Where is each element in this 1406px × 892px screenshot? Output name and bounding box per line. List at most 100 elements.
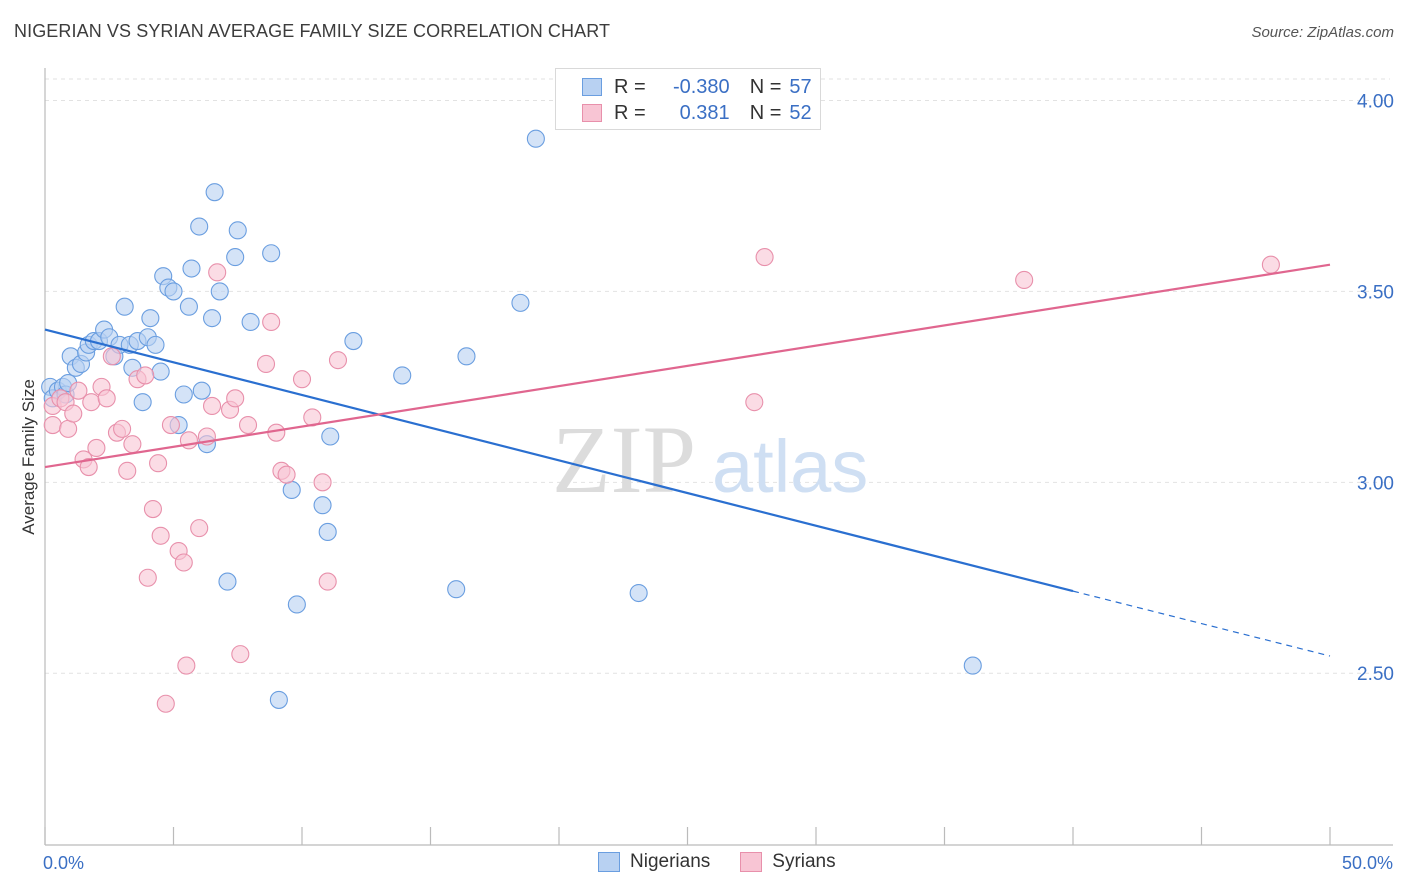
point-nigerians — [182, 259, 201, 278]
x-tick-label-left: 0.0% — [43, 853, 84, 873]
point-nigerians — [393, 366, 412, 385]
watermark-zip: ZIP — [552, 406, 696, 513]
y-tick-label: 3.00 — [1357, 473, 1394, 494]
grid-lines — [45, 78, 1390, 674]
point-nigerians — [192, 381, 211, 400]
point-nigerians — [282, 480, 301, 500]
point-syrians — [262, 312, 281, 332]
point-syrians — [203, 396, 222, 416]
point-nigerians — [629, 583, 648, 603]
point-nigerians — [526, 129, 545, 148]
point-syrians — [755, 248, 774, 267]
point-nigerians — [133, 393, 152, 412]
point-syrians — [87, 438, 106, 458]
point-syrians — [43, 415, 62, 435]
point-syrians — [267, 423, 286, 442]
series-label-syrians: Syrians — [772, 851, 836, 872]
legend-n-label: N = — [749, 75, 782, 98]
chart-title: NIGERIAN VS SYRIAN AVERAGE FAMILY SIZE C… — [14, 21, 611, 41]
axes — [44, 68, 1393, 846]
point-syrians — [238, 415, 258, 435]
point-syrians — [318, 572, 337, 591]
legend-r-label: R = — [614, 101, 646, 124]
point-syrians — [82, 393, 101, 412]
point-nigerians — [344, 332, 363, 351]
series-label-nigerians: Nigerians — [630, 851, 711, 872]
legend-r-label: R = — [614, 75, 646, 98]
data-points — [41, 129, 1280, 713]
point-nigerians — [226, 248, 245, 267]
point-syrians — [1261, 255, 1280, 274]
series-legend-nigerians[interactable]: Nigerians — [598, 851, 710, 873]
point-syrians — [69, 381, 88, 400]
point-syrians — [149, 454, 168, 473]
point-syrians — [328, 351, 348, 370]
point-nigerians — [269, 690, 288, 709]
series-swatch-syrians — [740, 852, 763, 872]
watermark-atlas: atlas — [712, 425, 868, 508]
point-syrians — [143, 499, 162, 519]
point-nigerians — [151, 362, 170, 381]
point-syrians — [208, 263, 227, 282]
x-tick-label-right: 50.0% — [1342, 853, 1393, 873]
legend-row-nigerians: R = -0.380 N = 57 — [582, 75, 812, 99]
y-tick-label: 4.00 — [1357, 92, 1394, 113]
legend-swatch-syrians — [582, 104, 602, 122]
legend-r-value-nigerians: -0.380 — [672, 75, 730, 98]
point-nigerians — [228, 221, 247, 240]
point-nigerians — [174, 385, 193, 404]
point-syrians — [79, 457, 98, 477]
point-nigerians — [210, 282, 229, 301]
point-nigerians — [203, 309, 222, 328]
point-syrians — [256, 354, 276, 374]
point-nigerians — [218, 572, 237, 591]
source-label: Source: ZipAtlas.com — [1251, 24, 1394, 41]
point-nigerians — [205, 183, 224, 202]
point-nigerians — [447, 580, 466, 599]
point-syrians — [277, 465, 296, 484]
point-nigerians — [164, 282, 183, 301]
legend-r-value-syrians: 0.381 — [679, 101, 730, 124]
legend-row-syrians: R = 0.381 N = 52 — [582, 101, 812, 125]
point-nigerians — [457, 347, 476, 366]
point-nigerians — [241, 312, 260, 332]
series-swatch-nigerians — [598, 852, 620, 872]
y-tick-label: 3.50 — [1357, 282, 1394, 303]
point-nigerians — [141, 309, 160, 328]
point-nigerians — [313, 496, 332, 515]
point-syrians — [161, 415, 180, 435]
point-syrians — [177, 656, 196, 675]
legend-n-value-nigerians: 57 — [789, 75, 812, 98]
point-syrians — [59, 419, 78, 438]
y-tick-label: 2.50 — [1357, 664, 1394, 685]
axis-labels: 4.00 3.50 3.00 2.50 0.0% 50.0% Average Family … — [19, 92, 1394, 873]
trend-lines — [44, 263, 1331, 657]
point-syrians — [292, 370, 312, 389]
point-syrians — [313, 473, 332, 492]
point-syrians — [151, 526, 170, 545]
trend-line-nigerians — [44, 328, 1074, 593]
point-syrians — [64, 404, 83, 423]
series-nigerians — [41, 129, 982, 709]
point-syrians — [226, 389, 245, 408]
point-syrians — [136, 366, 155, 385]
point-syrians — [102, 347, 121, 366]
point-syrians — [123, 435, 142, 454]
point-syrians — [174, 553, 193, 572]
point-syrians — [231, 645, 250, 664]
trend-line-syrians — [44, 263, 1331, 469]
point-nigerians — [511, 293, 530, 312]
point-nigerians — [963, 656, 982, 675]
legend-n-value-syrians: 52 — [789, 101, 812, 124]
point-nigerians — [287, 595, 306, 614]
point-syrians — [156, 694, 175, 713]
legend-swatch-nigerians — [582, 78, 602, 96]
series-legend-syrians[interactable]: Syrians — [740, 851, 836, 873]
trend-extension-nigerians — [1072, 590, 1331, 657]
point-nigerians — [321, 427, 340, 446]
point-nigerians — [146, 335, 165, 354]
point-syrians — [138, 568, 157, 587]
point-syrians — [118, 461, 137, 480]
y-axis-label: Average Family Size — [19, 379, 38, 535]
